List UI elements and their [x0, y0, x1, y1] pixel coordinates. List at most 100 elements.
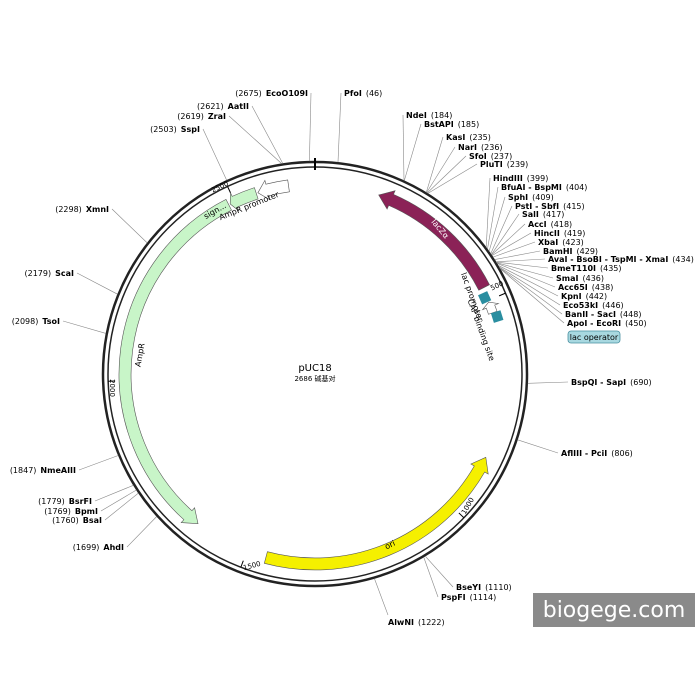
site-name: BsrFI	[69, 497, 92, 506]
site-name: SalI	[522, 210, 539, 219]
watermark-box	[533, 593, 695, 627]
site-leader	[404, 123, 422, 181]
site-label: SphI (409)	[508, 193, 554, 202]
site-pos: (442)	[586, 292, 608, 301]
site-leader	[491, 213, 520, 255]
site-name: BmeT110I	[551, 264, 596, 273]
site-name: XmnI	[86, 205, 109, 214]
site-leader	[498, 266, 561, 306]
site-pos: (2503)	[150, 125, 177, 134]
feature-box	[490, 310, 504, 323]
site-name: PluTI	[480, 160, 503, 169]
site-leader	[62, 320, 106, 334]
site-pos: (404)	[566, 183, 588, 192]
site-leader	[485, 177, 491, 248]
site-leader	[491, 232, 532, 256]
site-leader	[427, 163, 478, 194]
site-name: SfoI	[469, 152, 487, 161]
site-pos: (1847)	[10, 466, 37, 475]
scale-tick	[498, 292, 506, 297]
ori-arrow	[263, 456, 489, 571]
site-label: (2098) TsoI	[12, 317, 60, 326]
site-pos: (1699)	[73, 543, 100, 552]
site-leader	[494, 250, 541, 260]
site-name: PfoI	[344, 89, 362, 98]
site-pos: (239)	[507, 160, 529, 169]
site-name: BspQI - SapI	[571, 378, 626, 387]
site-name: ZraI	[208, 112, 226, 121]
site-label: Acc65I (438)	[558, 283, 613, 292]
site-label: BanII - SacI (448)	[565, 310, 641, 319]
site-pos: (1779)	[38, 497, 65, 506]
site-pos: (1222)	[418, 618, 445, 627]
scale-label: 2000	[108, 379, 116, 397]
site-label: SmaI (436)	[556, 274, 604, 283]
scale-tick	[458, 512, 465, 519]
site-name: AatII	[228, 102, 249, 111]
site-name: BfuAI - BspMI	[501, 183, 562, 192]
site-leader	[492, 241, 536, 258]
site-name: HincII	[534, 229, 560, 238]
site-pos: (237)	[491, 152, 513, 161]
site-pos: (446)	[602, 301, 624, 310]
site-pos: (438)	[592, 283, 614, 292]
site-label: (2675) EcoO109I	[235, 89, 308, 98]
site-leader	[426, 146, 456, 193]
site-pos: (436)	[582, 274, 604, 283]
site-label: (2503) SspI	[150, 125, 200, 134]
site-pos: (2179)	[25, 269, 52, 278]
site-leader	[491, 223, 526, 256]
site-leader	[337, 92, 342, 163]
site-pos: (2098)	[12, 317, 39, 326]
site-leader	[76, 272, 118, 295]
site-name: BseYI	[456, 583, 481, 592]
site-leader	[490, 205, 513, 254]
site-label: SfoI (237)	[469, 152, 512, 161]
site-label: (1847) NmeAIII	[10, 466, 76, 475]
site-label: (1699) AhdI	[73, 543, 124, 552]
feature-label: AmpR	[133, 342, 146, 368]
site-pos: (1769)	[44, 507, 71, 516]
site-pos: (423)	[562, 238, 584, 247]
signal-arrow	[229, 187, 259, 212]
site-name: BamHI	[543, 247, 573, 256]
site-leader	[496, 262, 554, 279]
site-name: HindIII	[493, 174, 523, 183]
site-leader	[496, 263, 556, 288]
feature-label: ori	[383, 539, 396, 552]
site-pos: (690)	[630, 378, 652, 387]
site-pos: (419)	[564, 229, 586, 238]
watermark: biogege.com	[543, 598, 686, 623]
site-name: PstI - SbfI	[515, 202, 559, 211]
site-label: (2619) ZraI	[177, 112, 226, 121]
site-label: KasI (235)	[446, 133, 491, 142]
scale-tick	[227, 186, 231, 193]
site-label: PfoI (46)	[344, 89, 382, 98]
site-name: XbaI	[538, 238, 558, 247]
site-label: PspFI (1114)	[441, 593, 496, 602]
site-leader	[499, 268, 565, 324]
site-name: NmeAIII	[40, 466, 76, 475]
site-leader	[496, 261, 549, 269]
site-label: HindIII (399)	[493, 174, 548, 183]
site-pos: (417)	[543, 210, 565, 219]
site-pos: (435)	[600, 264, 622, 273]
site-name: AvaI - BsoBI - TspMI - XmaI	[548, 255, 668, 264]
site-name: BpmI	[75, 507, 98, 516]
site-leader	[94, 485, 134, 502]
site-leader	[423, 556, 439, 598]
site-pos: (184)	[431, 111, 453, 120]
site-label: NdeI (184)	[406, 111, 452, 120]
site-leader	[487, 186, 499, 250]
site-leader	[202, 128, 227, 181]
site-name: BstAPI	[424, 120, 454, 129]
site-leader	[488, 196, 506, 252]
site-pos: (46)	[366, 89, 382, 98]
site-label: AlwNI (1222)	[388, 618, 445, 627]
lac-promoter-arrow	[481, 301, 500, 315]
site-leader	[100, 489, 137, 512]
plasmid-size: 2686 碱基对	[294, 374, 335, 383]
lacz-alpha-arrow	[378, 190, 490, 291]
site-name: SmaI	[556, 274, 578, 283]
site-leader	[228, 115, 282, 164]
